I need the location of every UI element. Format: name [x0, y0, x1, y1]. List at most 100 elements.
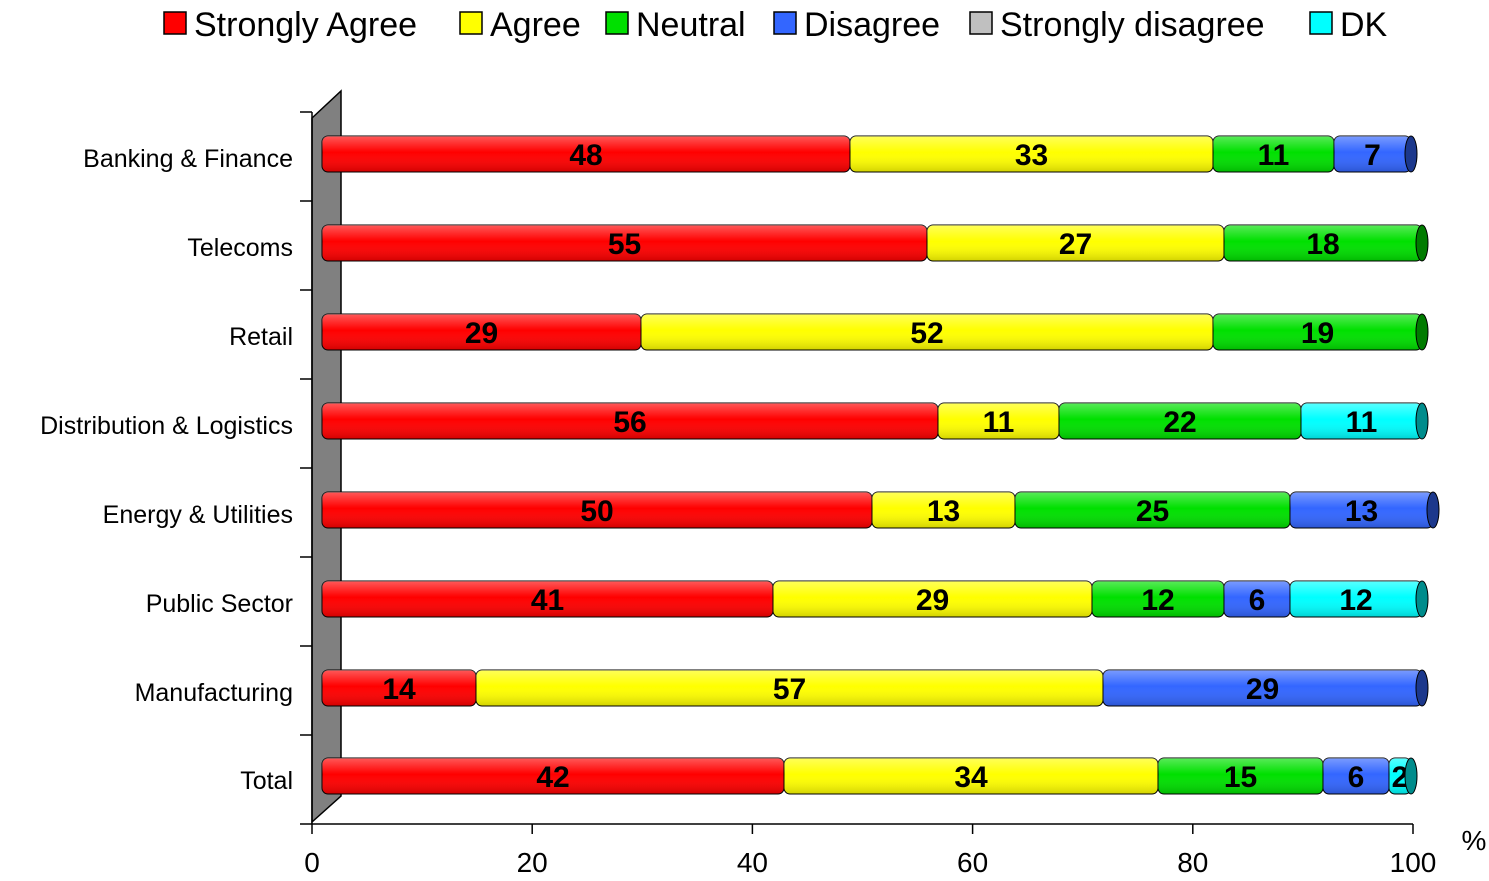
legend-swatch-5 [1309, 11, 1333, 35]
bar-end-cap-1 [1415, 224, 1429, 262]
bar-value-label-2-2: 19 [1301, 317, 1334, 350]
bar-shade-1-2 [1224, 225, 1422, 261]
x-tick-label-5: 100 [1390, 847, 1437, 878]
bar-value-label-5-3: 6 [1249, 584, 1266, 617]
legend-swatch-2 [605, 11, 629, 35]
bar-value-label-6-0: 14 [382, 673, 416, 706]
bar-value-label-5-5: 12 [1339, 584, 1372, 617]
bar-value-label-3-0: 56 [613, 406, 646, 439]
bar-end-cap-7 [1404, 757, 1418, 795]
category-label-6: Manufacturing [135, 679, 293, 707]
bar-end-cap-5 [1415, 580, 1429, 618]
legend-swatch-3 [773, 11, 797, 35]
bar-value-label-1-0: 55 [608, 228, 641, 261]
bar-shade-0-1 [850, 136, 1213, 172]
bar-shade-2-0 [322, 314, 641, 350]
bar-value-label-4-1: 13 [927, 495, 960, 528]
bar-shade-0-2 [1213, 136, 1334, 172]
bars: 48 33 11 7 55 27 18 29 52 19 56 11 22 11 50 13 25 13 41 29 1… [321, 135, 1440, 795]
bar-value-label-7-5: 2 [1392, 761, 1409, 794]
bar-value-label-6-3: 29 [1246, 673, 1279, 706]
bar-value-label-0-1: 33 [1015, 139, 1048, 172]
chart-side-wall [311, 89, 342, 824]
legend-label-1: Agree [490, 6, 581, 44]
bar-shade-7-2 [1158, 758, 1323, 794]
bar-shade-7-0 [322, 758, 784, 794]
category-label-2: Retail [229, 323, 293, 351]
bar-end-cap-4 [1426, 491, 1440, 529]
x-tick-label-1: 20 [517, 847, 548, 878]
bar-value-label-7-2: 15 [1224, 761, 1257, 794]
bar-value-label-4-3: 13 [1345, 495, 1378, 528]
bar-shade-5-2 [1092, 581, 1224, 617]
legend: Strongly Agree Agree Neutral Disagree Strong… [163, 6, 1388, 44]
bar-value-label-4-0: 50 [580, 495, 613, 528]
bar-shade-5-5 [1290, 581, 1422, 617]
bar-value-label-5-2: 12 [1141, 584, 1174, 617]
bar-shade-6-0 [322, 670, 476, 706]
x-tick-label-0: 0 [304, 847, 320, 878]
category-label-7: Total [240, 767, 293, 795]
bar-shade-5-0 [322, 581, 773, 617]
bar-value-label-1-1: 27 [1059, 228, 1092, 261]
bar-shade-3-5 [1301, 403, 1422, 439]
x-axis-unit-label: % [1462, 825, 1487, 856]
bar-value-label-3-5: 11 [1346, 406, 1378, 439]
bar-value-label-2-0: 29 [465, 317, 498, 350]
bar-shade-0-0 [322, 136, 850, 172]
bar-value-label-3-1: 11 [983, 406, 1015, 439]
category-label-5: Public Sector [146, 590, 293, 618]
legend-label-3: Disagree [804, 6, 940, 44]
category-label-4: Energy & Utilities [103, 501, 293, 529]
legend-label-2: Neutral [636, 6, 746, 44]
legend-label-5: DK [1340, 6, 1388, 44]
bar-shade-7-1 [784, 758, 1158, 794]
bar-value-label-2-1: 52 [910, 317, 943, 350]
x-tick-label-2: 40 [737, 847, 768, 878]
category-label-3: Distribution & Logistics [40, 412, 293, 440]
bar-shade-3-2 [1059, 403, 1301, 439]
y-axis-ticks [300, 111, 312, 825]
bar-value-label-7-0: 42 [536, 761, 569, 794]
bar-value-label-5-1: 29 [916, 584, 949, 617]
category-label-0: Banking & Finance [83, 145, 293, 173]
bar-value-label-5-0: 41 [531, 584, 564, 617]
bar-value-label-0-3: 7 [1364, 139, 1381, 172]
category-label-1: Telecoms [187, 234, 293, 262]
bar-end-cap-3 [1415, 402, 1429, 440]
bar-value-label-6-1: 57 [773, 673, 806, 706]
bar-shade-1-1 [927, 225, 1224, 261]
bar-end-cap-0 [1404, 135, 1418, 173]
bar-value-label-0-0: 48 [569, 139, 602, 172]
bar-shade-0-3 [1334, 136, 1411, 172]
bar-shade-3-1 [938, 403, 1059, 439]
bar-shade-2-2 [1213, 314, 1422, 350]
bar-value-label-0-2: 11 [1258, 139, 1290, 172]
x-tick-label-4: 80 [1177, 847, 1208, 878]
bar-shade-2-1 [641, 314, 1213, 350]
bar-shade-5-3 [1224, 581, 1290, 617]
bar-shade-7-3 [1323, 758, 1389, 794]
bar-end-cap-6 [1415, 669, 1429, 707]
x-tick-label-3: 60 [957, 847, 988, 878]
bar-shade-3-0 [322, 403, 938, 439]
bar-shade-5-1 [773, 581, 1092, 617]
legend-label-0: Strongly Agree [194, 6, 417, 44]
bar-value-label-7-3: 6 [1348, 761, 1365, 794]
bar-shade-6-3 [1103, 670, 1422, 706]
bar-value-label-7-1: 34 [954, 761, 988, 794]
bar-shade-1-0 [322, 225, 927, 261]
bar-shade-4-2 [1015, 492, 1290, 528]
legend-swatch-4 [969, 11, 993, 35]
bar-end-cap-2 [1415, 313, 1429, 351]
bar-shade-4-1 [872, 492, 1015, 528]
bar-shade-4-3 [1290, 492, 1433, 528]
bar-shade-6-1 [476, 670, 1103, 706]
legend-swatch-1 [459, 11, 483, 35]
legend-label-4: Strongly disagree [1000, 6, 1265, 44]
bar-value-label-3-2: 22 [1163, 406, 1196, 439]
x-axis-ticks: 0 20 40 60 80 100 [304, 824, 1436, 878]
category-labels: Banking & Finance Telecoms Retail Distribut… [40, 145, 293, 795]
bar-shade-4-0 [322, 492, 872, 528]
